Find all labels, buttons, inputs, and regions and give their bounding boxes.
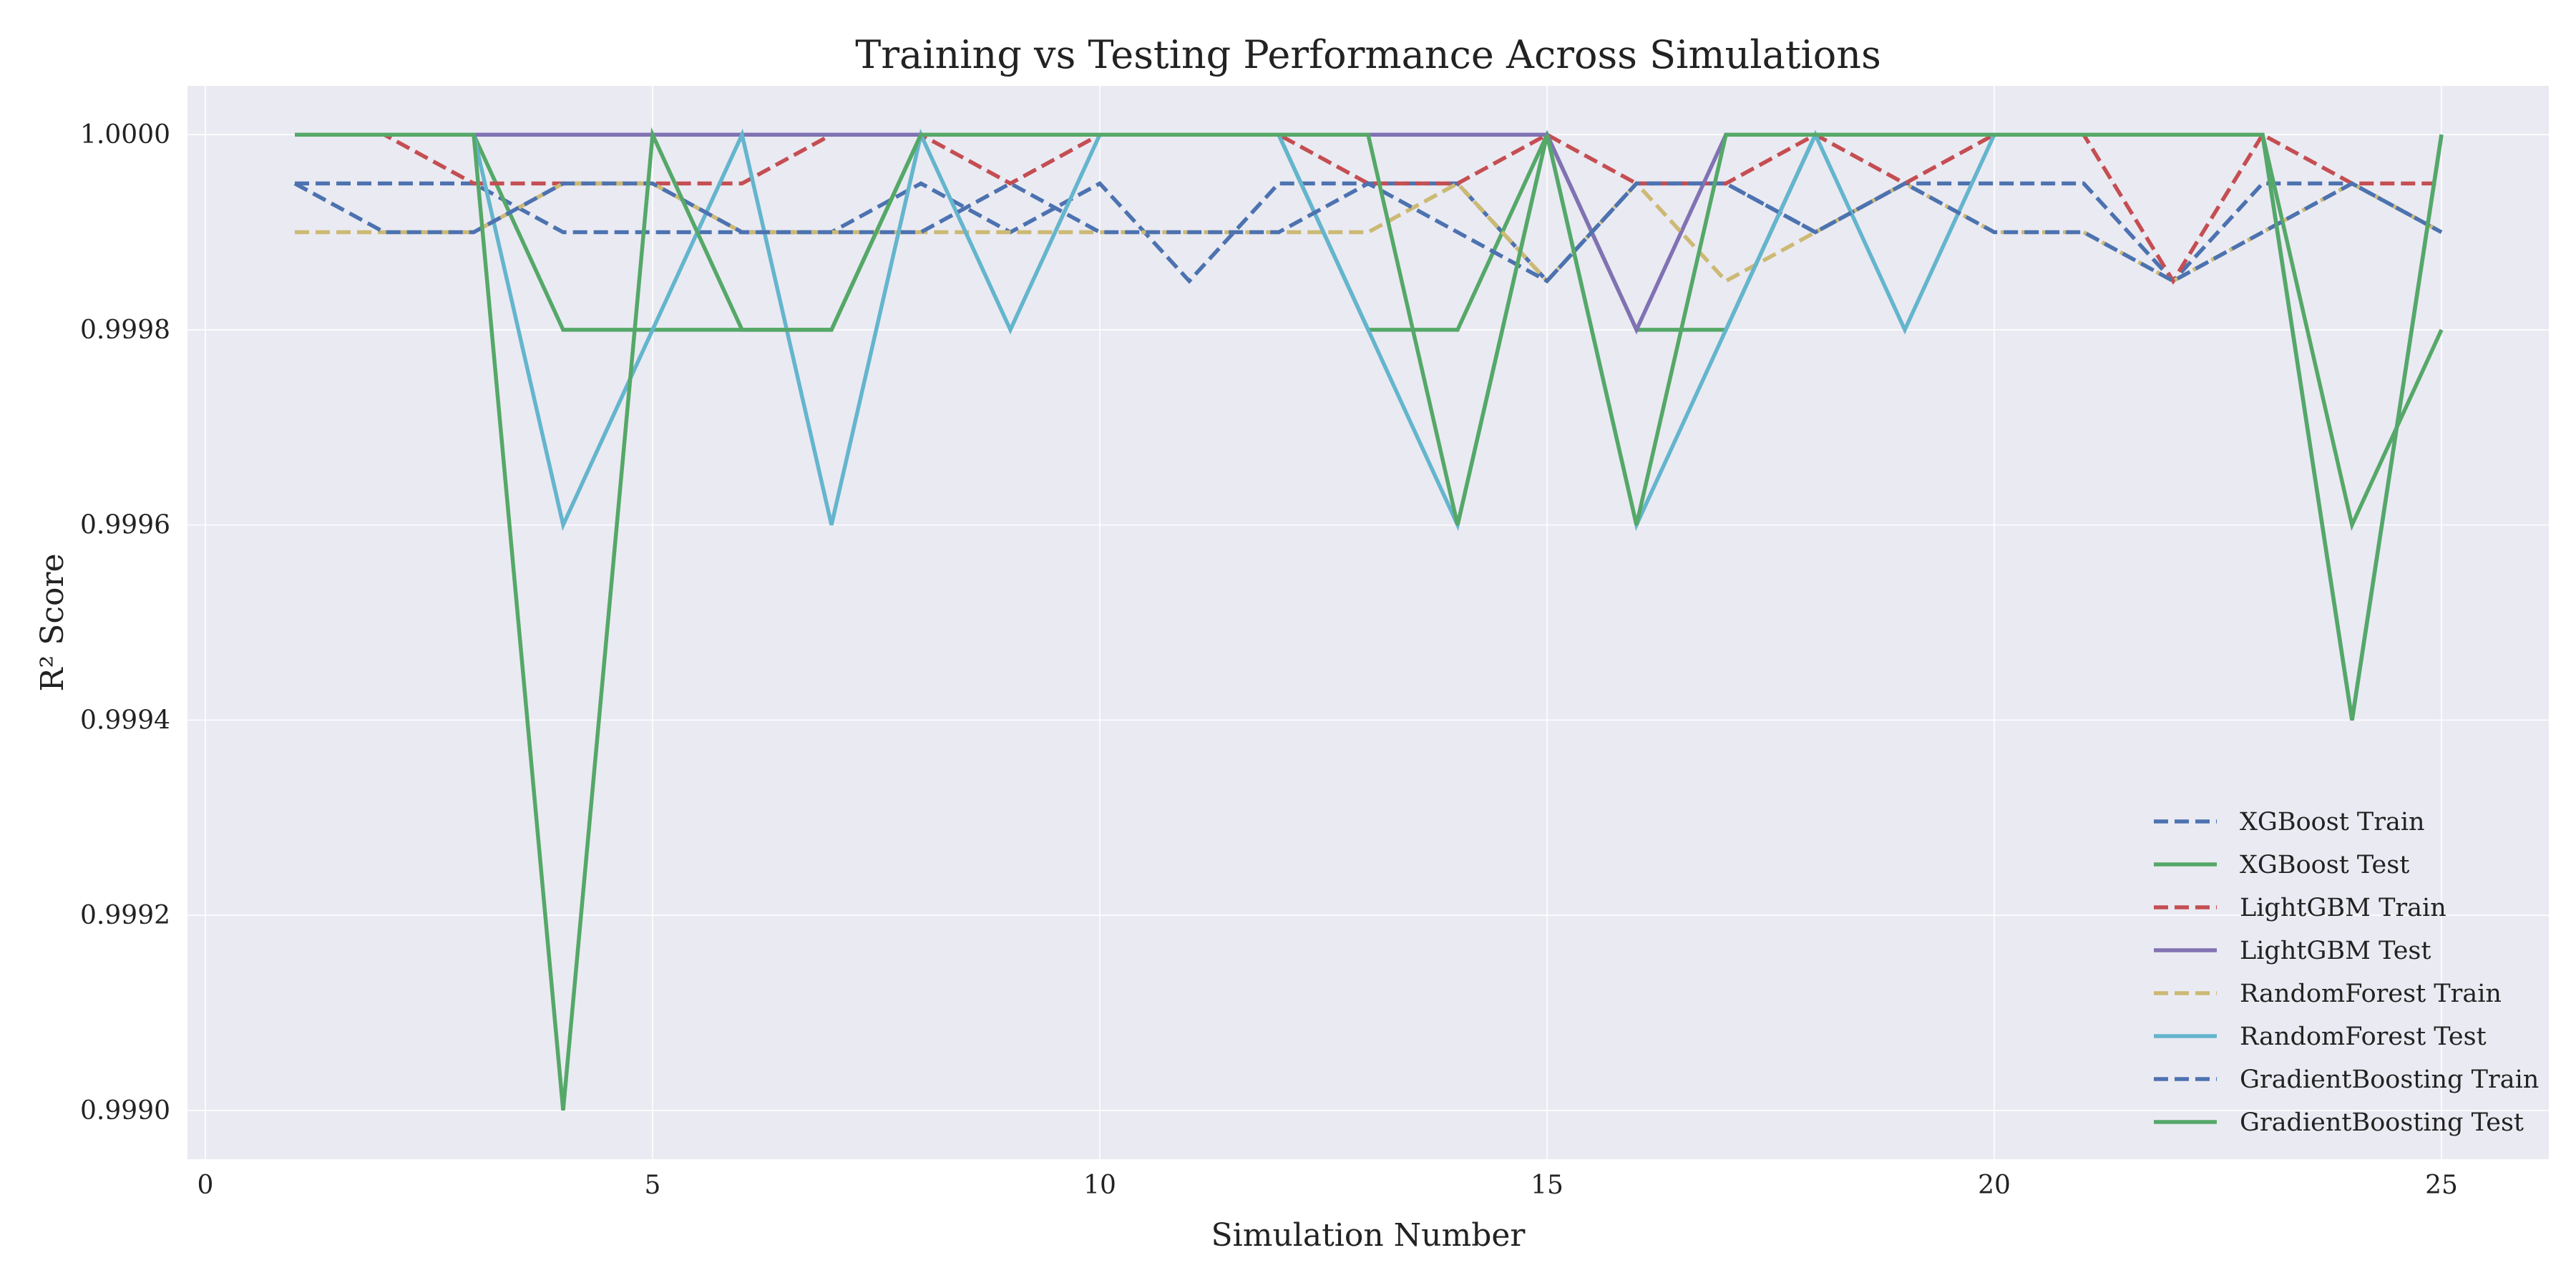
y-tick-label: 0.9998 <box>80 316 170 345</box>
y-axis-ticks: 0.9990 0.9992 0.9994 0.9996 0.9998 1.0000 <box>80 120 170 1126</box>
legend-label: XGBoost Test <box>2240 851 2409 879</box>
x-tick-label: 0 <box>197 1171 214 1200</box>
x-tick-label: 20 <box>1978 1171 2011 1200</box>
x-tick-label: 25 <box>2425 1171 2458 1200</box>
chart-title: Training vs Testing Performance Across S… <box>855 32 1881 77</box>
x-tick-label: 15 <box>1531 1171 1563 1200</box>
series-line-gradientboosting-test <box>295 127 2444 1111</box>
x-axis-label: Simulation Number <box>1211 1217 1526 1254</box>
legend-label: RandomForest Train <box>2240 980 2502 1008</box>
legend-label: GradientBoosting Test <box>2240 1108 2524 1137</box>
y-tick-label: 0.9992 <box>80 901 170 930</box>
legend: XGBoost Train XGBoost Test LightGBM Train L… <box>2154 808 2539 1137</box>
y-tick-label: 0.9996 <box>80 511 170 540</box>
series-line-gradientboosting-train <box>293 181 2443 284</box>
legend-label: XGBoost Train <box>2240 808 2425 836</box>
y-tick-label: 0.9990 <box>80 1096 170 1126</box>
x-axis-ticks: 0 5 10 15 20 25 <box>197 1171 2458 1200</box>
x-tick-label: 5 <box>645 1171 661 1200</box>
y-tick-label: 0.9994 <box>80 706 170 735</box>
legend-label: LightGBM Test <box>2240 937 2431 965</box>
x-tick-label: 10 <box>1083 1171 1116 1200</box>
legend-label: GradientBoosting Train <box>2240 1065 2539 1094</box>
y-tick-label: 1.0000 <box>80 120 170 150</box>
legend-label: LightGBM Train <box>2240 894 2446 922</box>
y-axis-label: R² Score <box>34 553 71 691</box>
plot-area <box>187 86 2549 1159</box>
legend-label: RandomForest Test <box>2240 1023 2487 1051</box>
series-lines <box>293 127 2444 1111</box>
